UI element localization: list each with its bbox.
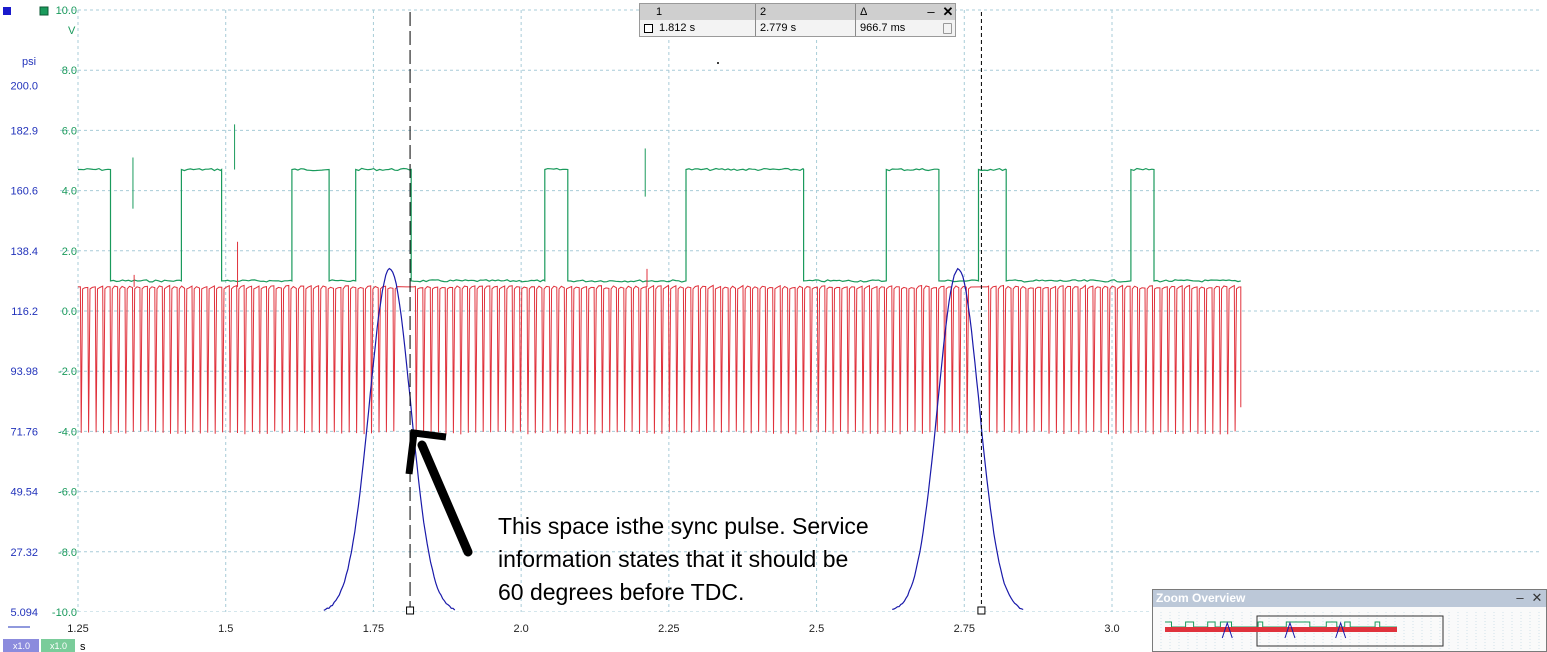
annotation-line-2: information states that it should be	[498, 546, 848, 572]
ruler-panel[interactable]: 1 2 Δ – ✕ 1.812 s 2.779 s 966.7 ms	[639, 3, 956, 37]
ruler-col-2-header: 2	[760, 6, 767, 18]
voltage-tick-label: -8.0	[58, 547, 77, 559]
pressure-tick-label: 71.76	[10, 426, 38, 438]
cursor-2-handle[interactable]	[977, 606, 986, 615]
zoom-overview-panel[interactable]: Zoom Overview – ✕	[1152, 589, 1547, 652]
zoom-minimize-icon[interactable]: –	[1516, 590, 1524, 605]
pressure-tick-label: 93.98	[10, 366, 38, 378]
pressure-tick-label: 27.32	[10, 547, 38, 559]
zoom-overview-header: Zoom Overview – ✕	[1153, 590, 1546, 607]
time-unit-label: s	[80, 641, 86, 652]
channel-a-scale-text: x1.0	[13, 641, 30, 651]
series-crank-square	[78, 124, 1241, 283]
voltage-tick-label: 4.0	[62, 186, 77, 198]
pressure-peak	[892, 267, 1024, 611]
crank-teeth-line	[77, 284, 1242, 435]
x-tick-label: 1.25	[67, 623, 88, 635]
ruler-value-1: 1.812 s	[659, 22, 696, 34]
x-tick-label: 2.5	[809, 623, 824, 635]
x-tick-label: 1.5	[218, 623, 233, 635]
ruler-col-1-header: 1	[656, 6, 663, 18]
close-icon[interactable]: ✕	[942, 4, 954, 19]
x-tick-label: 2.75	[954, 623, 975, 635]
voltage-tick-label: 8.0	[62, 65, 77, 77]
stray-dot	[717, 62, 719, 64]
x-tick-label: 1.75	[363, 623, 384, 635]
pressure-tick-label: 5.094	[10, 607, 38, 619]
zoom-peak	[1284, 621, 1296, 639]
pressure-tick-label: 160.6	[10, 186, 38, 198]
series-pressure	[323, 267, 1024, 611]
zoom-overview-thumbnail[interactable]	[1153, 608, 1546, 652]
pressure-peak	[323, 267, 456, 611]
zoom-peak	[1335, 621, 1347, 639]
voltage-tick-label: -2.0	[58, 366, 77, 378]
x-tick-label: 2.25	[658, 623, 679, 635]
voltage-axis: 10.0 8.0 6.0 4.0 2.0 0.0 -2.0 -4.0 -6.0 -8.0 -10.0	[52, 5, 77, 619]
series-crank-teeth	[77, 241, 1242, 435]
pressure-tick-label: 138.4	[10, 246, 38, 258]
channel-a-marker[interactable]	[3, 7, 11, 15]
ruler-value-2: 2.779 s	[760, 22, 797, 34]
zoom-teeth	[1165, 627, 1397, 632]
ruler-delta-value: 966.7 ms	[860, 22, 906, 34]
minimize-icon[interactable]: –	[927, 4, 935, 19]
lock-icon[interactable]	[943, 23, 952, 34]
crank-square-line	[78, 167, 1241, 283]
ruler-delta-header: Δ	[860, 6, 868, 18]
pressure-tick-label: 116.2	[11, 306, 38, 318]
zoom-square	[1165, 621, 1397, 628]
annotation-line-1: This space isthe sync pulse. Service	[498, 513, 869, 539]
x-tick-label: 3.0	[1104, 623, 1119, 635]
channel-a-scale-badge[interactable]	[3, 639, 39, 652]
zoom-overview-title: Zoom Overview	[1156, 591, 1246, 605]
annotation-arrow	[405, 429, 473, 557]
annotation-line-3: 60 degrees before TDC.	[498, 579, 744, 605]
voltage-tick-label: 6.0	[62, 125, 77, 137]
voltage-tick-label: -6.0	[58, 487, 77, 499]
voltage-tick-label: 10.0	[56, 5, 77, 17]
channel-b-scale-text: x1.0	[50, 641, 67, 651]
ruler-checkbox[interactable]	[644, 24, 653, 33]
cursor-1-handle[interactable]	[406, 606, 415, 615]
ruler-header	[640, 4, 955, 20]
pressure-axis: 200.0 182.9 160.6 138.4 116.2 93.98 71.76 49.54…	[10, 80, 38, 619]
pressure-unit-label: psi	[22, 56, 36, 68]
voltage-tick-label: 2.0	[62, 246, 77, 258]
voltage-tick-label: 0.0	[62, 306, 77, 318]
x-tick-label: 2.0	[513, 623, 528, 635]
x-axis-ticks: 1.25 1.5 1.75 2.0 2.25 2.5 2.75 3.0	[67, 623, 1119, 635]
zoom-peak	[1221, 621, 1233, 639]
x-axis-band	[0, 612, 1152, 652]
zoom-close-icon[interactable]: ✕	[1531, 590, 1543, 605]
pressure-tick-label: 182.9	[10, 125, 38, 137]
channel-b-scale-badge[interactable]	[41, 639, 75, 652]
voltage-tick-label: -4.0	[58, 426, 77, 438]
voltage-unit-label: V	[68, 25, 76, 37]
pressure-tick-label: 200.0	[10, 80, 38, 92]
pressure-tick-label: 49.54	[10, 487, 38, 499]
voltage-tick-label: -10.0	[52, 607, 77, 619]
channel-b-marker[interactable]	[39, 6, 49, 16]
